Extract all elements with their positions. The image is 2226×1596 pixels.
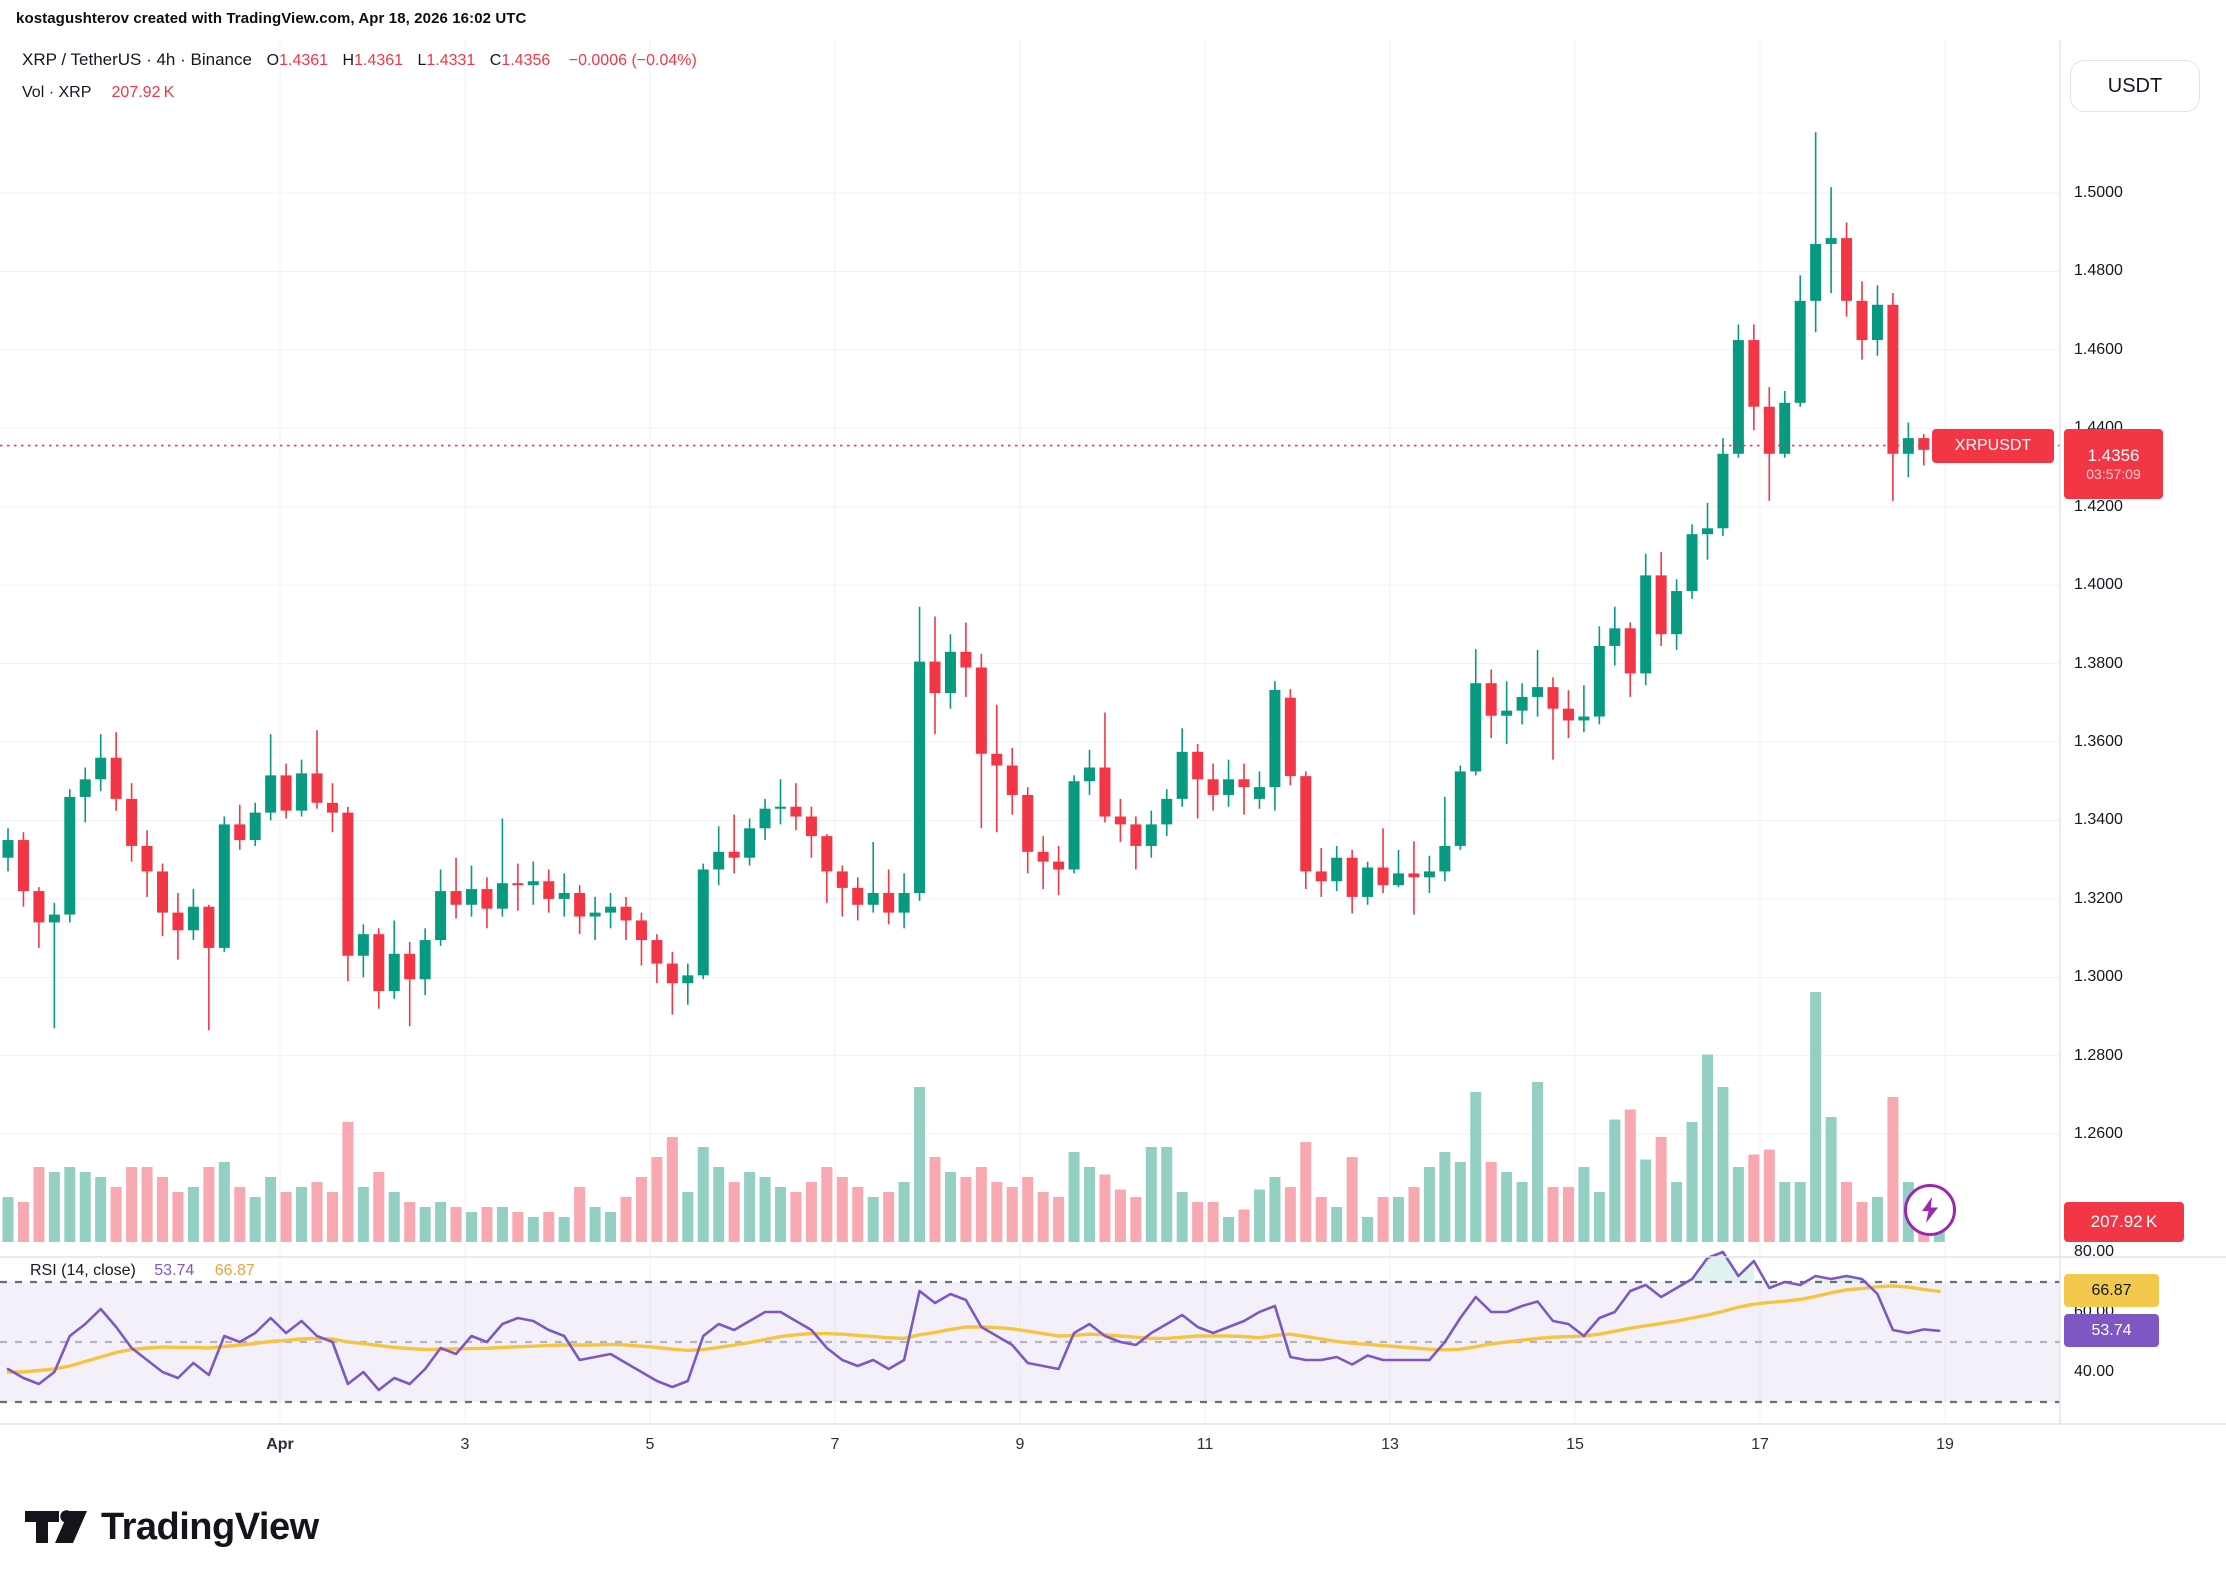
symbol-legend-row[interactable]: XRP / TetherUS · 4h · Binance O1.4361 H1… (22, 50, 697, 70)
rsi-axis-badge: 53.74 (2064, 1314, 2159, 1347)
time-axis-label: 11 (1196, 1436, 1214, 1453)
time-axis-label: 19 (1936, 1436, 1954, 1453)
rsi-axis-label: 40.00 (2074, 1363, 2115, 1380)
tradingview-logo-text: TradingView (101, 1505, 319, 1548)
price-axis-label: 1.3600 (2074, 733, 2123, 751)
time-axis-label: 15 (1566, 1436, 1584, 1453)
price-axis-label: 1.3200 (2074, 889, 2123, 907)
symbol-price-line-badge: XRPUSDT (1932, 429, 2054, 463)
time-axis-label: 17 (1751, 1436, 1769, 1453)
volume-axis-badge: 207.92 K (2064, 1202, 2184, 1242)
volume-legend-value: 207.92 K (111, 84, 175, 101)
rsi-value: 53.74 (154, 1262, 195, 1279)
lightning-icon (1922, 1197, 1938, 1223)
current-price-value: 1.4356 (2087, 445, 2140, 465)
tradingview-logo[interactable]: TradingView (25, 1505, 319, 1549)
currency-toggle-button[interactable]: USDT (2070, 60, 2200, 112)
volume-legend-label: Vol · XRP (22, 84, 92, 101)
rsi-legend-row[interactable]: RSI (14, close) 53.74 66.87 (30, 1262, 255, 1280)
time-axis-label: 13 (1381, 1436, 1399, 1453)
volume-legend-row[interactable]: Vol · XRP 207.92 K (22, 84, 174, 102)
price-axis-label: 1.3800 (2074, 654, 2123, 672)
price-axis-label: 1.3000 (2074, 968, 2123, 986)
price-axis-label: 1.4200 (2074, 497, 2123, 515)
rsi-axis-label: 80.00 (2074, 1243, 2115, 1260)
change-value: −0.0006 (−0.04%) (568, 52, 697, 69)
ohlc-values: O1.4361 H1.4361 L1.4331 C1.4356 −0.0006 … (266, 52, 697, 69)
time-axis-label: 7 (830, 1436, 840, 1453)
time-axis-label: 9 (1015, 1436, 1025, 1453)
time-axis-label: Apr (266, 1436, 294, 1453)
price-axis-label: 1.4600 (2074, 340, 2123, 358)
time-axis-label: 3 (460, 1436, 470, 1453)
price-axis-label: 1.4800 (2074, 262, 2123, 280)
price-axis-label: 1.5000 (2074, 184, 2123, 201)
rsi-ma-axis-badge: 66.87 (2064, 1274, 2159, 1307)
price-axis-label: 1.2600 (2074, 1125, 2123, 1143)
symbol-title: XRP / TetherUS · 4h · Binance (22, 50, 252, 69)
price-axis-label: 1.4000 (2074, 576, 2123, 594)
rsi-legend-label: RSI (14, close) (30, 1262, 136, 1279)
rsi-ma-value: 66.87 (214, 1262, 255, 1279)
quick-trade-lightning-button[interactable] (1904, 1184, 1956, 1236)
candle-countdown: 03:57:09 (2086, 465, 2141, 482)
time-axis-label: 5 (645, 1436, 655, 1453)
price-axis-label: 1.3400 (2074, 811, 2123, 829)
attribution-text: kostagushterov created with TradingView.… (16, 10, 527, 27)
price-axis-label: 1.2800 (2074, 1046, 2123, 1064)
tradingview-logo-icon (25, 1510, 87, 1543)
current-price-badge: 1.4356 03:57:09 (2064, 429, 2163, 499)
